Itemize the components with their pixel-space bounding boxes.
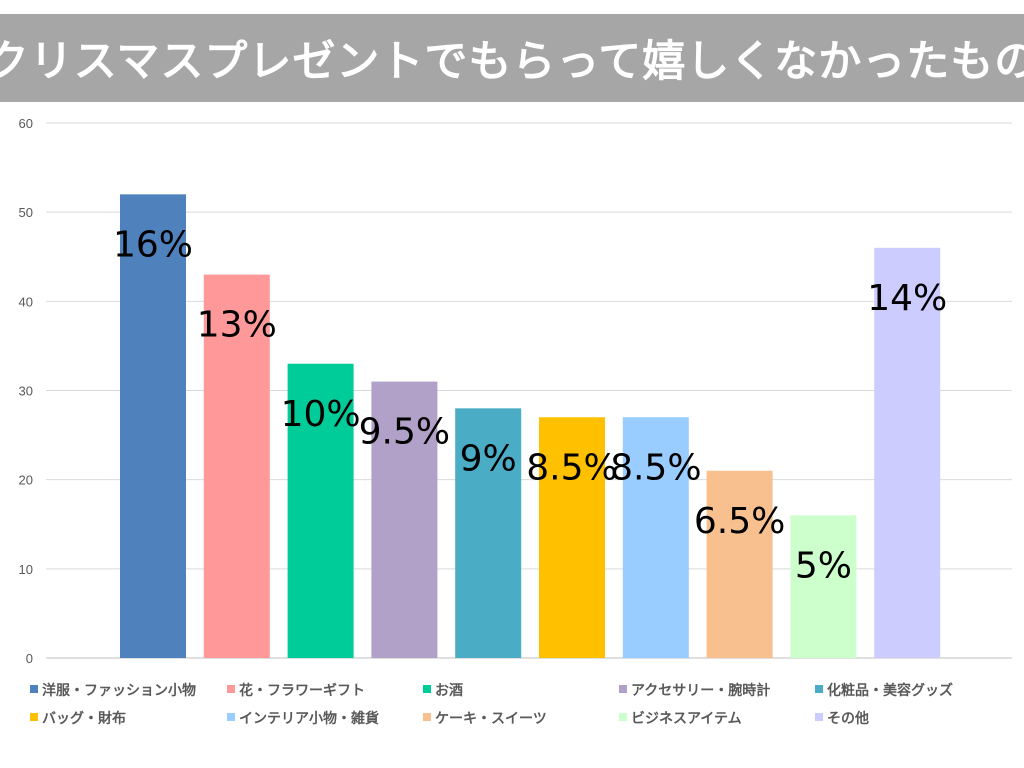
bar — [203, 274, 270, 658]
data-label: 13% — [197, 305, 277, 346]
legend-swatch — [619, 713, 627, 721]
legend-label: その他 — [827, 710, 869, 727]
bar — [120, 194, 186, 659]
data-label: 5% — [795, 545, 852, 586]
data-label: 14% — [867, 278, 947, 319]
legend-swatch — [227, 685, 235, 693]
data-label: 8.5% — [526, 447, 617, 488]
data-label: 9% — [460, 438, 517, 479]
data-label: 6.5% — [694, 501, 785, 542]
legend-label: 洋服・ファッション小物 — [42, 682, 196, 699]
legend-label: アクセサリー・腕時計 — [631, 682, 770, 699]
gridlines — [46, 122, 1012, 659]
legend-swatch — [815, 685, 823, 693]
bar — [287, 363, 354, 658]
data-label: 10% — [281, 394, 361, 435]
title-bar: クリスマスプレゼントでもらって嬉しくなかったもの — [0, 14, 1024, 102]
legend-swatch — [227, 713, 235, 721]
y-tick-label: 40 — [19, 294, 33, 309]
legend-swatch — [815, 713, 823, 721]
bar — [706, 470, 773, 658]
legend-label: ケーキ・スイーツ — [435, 711, 547, 727]
y-tick-label: 60 — [19, 116, 33, 131]
legend-label: お酒 — [435, 683, 463, 699]
data-label: 8.5% — [610, 447, 701, 488]
y-tick-label: 50 — [19, 205, 33, 220]
legend-swatch — [30, 685, 38, 693]
legend-swatch — [423, 685, 431, 693]
data-label: 9.5% — [359, 412, 450, 453]
legend-swatch — [30, 713, 38, 721]
bar — [539, 417, 605, 658]
data-labels: 16%13%10%9.5%9% 8.5%8.5%6.5%5%14% — [113, 224, 947, 586]
bar — [790, 515, 857, 658]
legend-swatch — [619, 685, 627, 693]
bar — [622, 417, 689, 658]
legend: 洋服・ファッション小物 花・フラワーギフト お酒 アクセサリー・腕時計 化粧品・美容グッ… — [30, 682, 953, 727]
data-label: 16% — [113, 224, 193, 265]
bars — [120, 194, 941, 659]
legend-label: バッグ・財布 — [42, 710, 126, 727]
y-tick-label: 20 — [19, 473, 33, 488]
legend-label: インテリア小物・雑貨 — [239, 710, 379, 727]
bar — [371, 381, 438, 658]
legend-swatch — [423, 713, 431, 721]
chart-title: クリスマスプレゼントでもらって嬉しくなかったもの — [0, 37, 1024, 87]
y-axis-ticks: 0 10 20 30 40 50 60 — [19, 116, 33, 666]
bar — [874, 247, 941, 659]
y-tick-label: 30 — [19, 384, 33, 399]
legend-label: ビジネスアイテム — [631, 711, 742, 727]
y-tick-label: 0 — [26, 651, 33, 666]
legend-label: 花・フラワーギフト — [239, 682, 365, 699]
legend-label: 化粧品・美容グッズ — [827, 682, 953, 699]
y-tick-label: 10 — [19, 562, 33, 577]
bar — [455, 408, 522, 658]
